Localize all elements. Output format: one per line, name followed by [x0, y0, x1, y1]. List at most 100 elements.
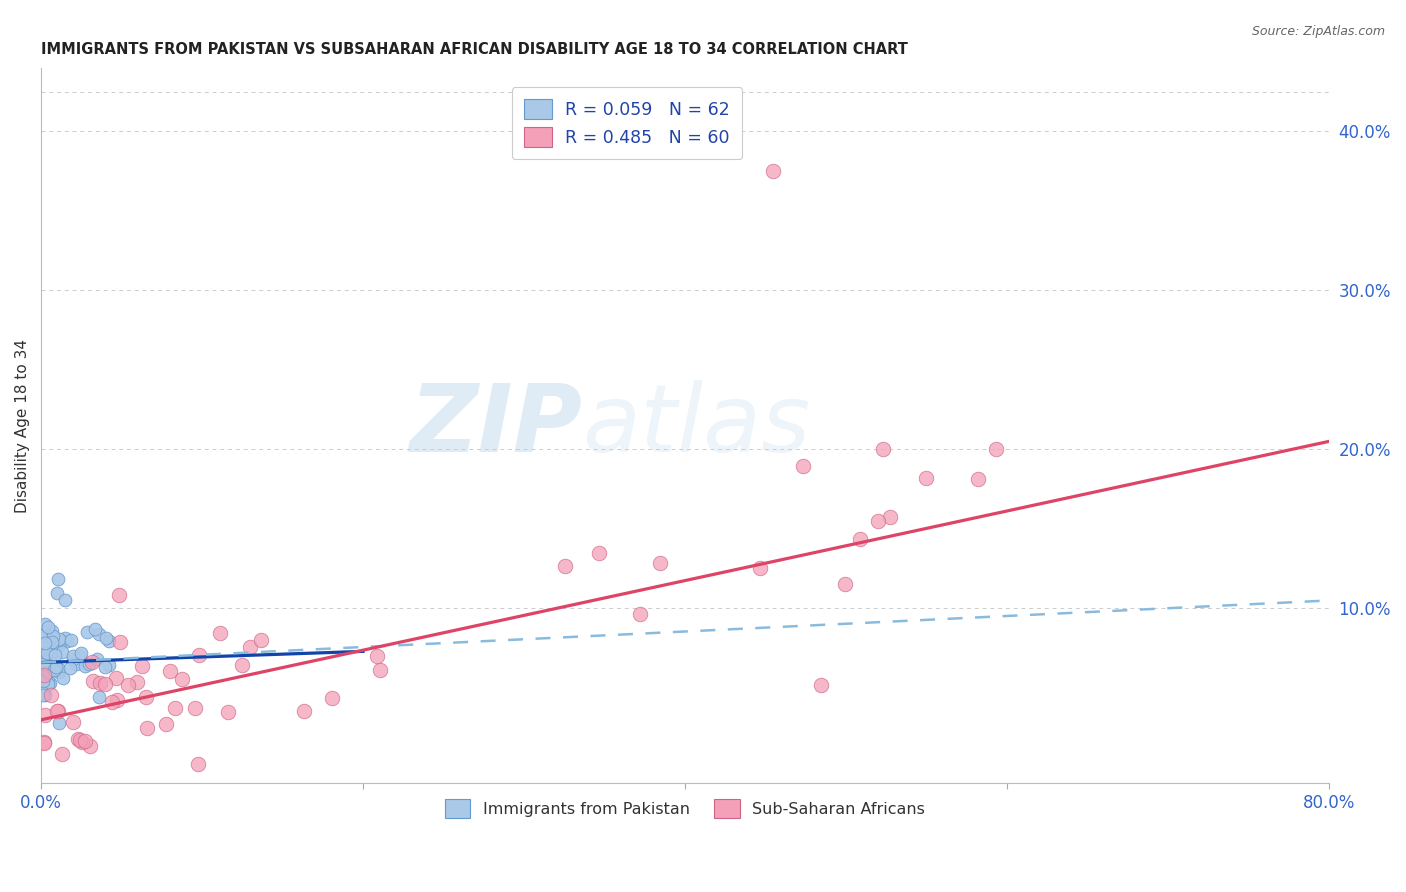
Point [96, 631, 118, 645]
Point [51, 747, 73, 762]
Point [34, 654, 56, 668]
Point [97, 658, 120, 673]
Point [209, 625, 232, 640]
Point [72, 735, 94, 749]
Point [34, 616, 56, 631]
Point [879, 509, 901, 524]
Point [94, 676, 117, 690]
Text: Source: ZipAtlas.com: Source: ZipAtlas.com [1251, 25, 1385, 38]
Point [104, 671, 127, 685]
Y-axis label: Disability Age 18 to 34: Disability Age 18 to 34 [15, 339, 30, 513]
Point [87, 627, 110, 641]
Point [34, 667, 56, 681]
Text: IMMIGRANTS FROM PAKISTAN VS SUBSAHARAN AFRICAN DISABILITY AGE 18 TO 34 CORRELATI: IMMIGRANTS FROM PAKISTAN VS SUBSAHARAN A… [41, 42, 908, 57]
Point [62, 652, 84, 666]
Point [53, 593, 76, 607]
Point [48, 632, 70, 647]
Point [135, 721, 157, 735]
Point [231, 657, 253, 672]
Point [48, 715, 70, 730]
Point [107, 588, 129, 602]
Point [31, 679, 53, 693]
Point [34, 708, 56, 723]
Point [34, 626, 56, 640]
Point [39, 654, 62, 668]
Text: atlas: atlas [582, 380, 810, 471]
Point [34, 636, 56, 650]
Point [41, 634, 63, 648]
Point [792, 459, 814, 474]
Point [239, 640, 262, 654]
Point [35, 646, 58, 660]
Point [31, 686, 53, 700]
Point [37, 619, 59, 633]
Point [89, 675, 111, 690]
Point [749, 561, 772, 575]
Point [39, 676, 62, 690]
Point [51, 645, 73, 659]
Point [32, 657, 55, 672]
Point [32, 645, 55, 659]
Point [810, 678, 832, 692]
Point [97, 634, 120, 648]
Point [554, 558, 576, 573]
Point [44, 663, 66, 677]
Point [31, 640, 53, 655]
Point [366, 648, 388, 663]
Point [34, 673, 56, 688]
Point [73, 734, 96, 748]
Point [183, 701, 205, 715]
Point [46, 705, 69, 719]
Point [34, 735, 56, 749]
Point [82, 655, 104, 669]
Point [73, 659, 96, 673]
Point [217, 706, 239, 720]
Point [648, 556, 671, 570]
Point [914, 471, 936, 485]
Point [46, 585, 69, 599]
Point [86, 652, 108, 666]
Point [250, 632, 273, 647]
Point [984, 442, 1007, 457]
Point [34, 688, 56, 702]
Point [66, 732, 89, 747]
Point [849, 533, 872, 547]
Point [76, 624, 98, 639]
Point [69, 649, 91, 664]
Point [48, 662, 70, 676]
Point [37, 665, 59, 679]
Point [65, 657, 87, 672]
Point [44, 648, 66, 662]
Point [70, 646, 93, 660]
Point [37, 657, 59, 671]
Point [31, 631, 53, 645]
Point [105, 693, 128, 707]
Point [762, 164, 785, 178]
Point [52, 671, 75, 685]
Point [108, 635, 131, 649]
Point [872, 442, 894, 457]
Point [69, 732, 91, 747]
Point [79, 739, 101, 753]
Point [41, 689, 63, 703]
Point [32, 688, 55, 702]
Point [35, 667, 58, 681]
Point [44, 644, 66, 658]
Point [135, 690, 157, 705]
Point [165, 700, 187, 714]
Point [62, 649, 84, 664]
Point [321, 690, 343, 705]
Point [155, 717, 177, 731]
Point [84, 622, 107, 636]
Point [37, 677, 59, 691]
Point [628, 607, 651, 622]
Point [967, 472, 990, 486]
Point [42, 629, 65, 643]
Point [834, 576, 856, 591]
Point [79, 657, 101, 672]
Point [48, 639, 70, 653]
Point [131, 659, 153, 673]
Point [46, 704, 69, 718]
Point [34, 684, 56, 698]
Point [117, 678, 139, 692]
